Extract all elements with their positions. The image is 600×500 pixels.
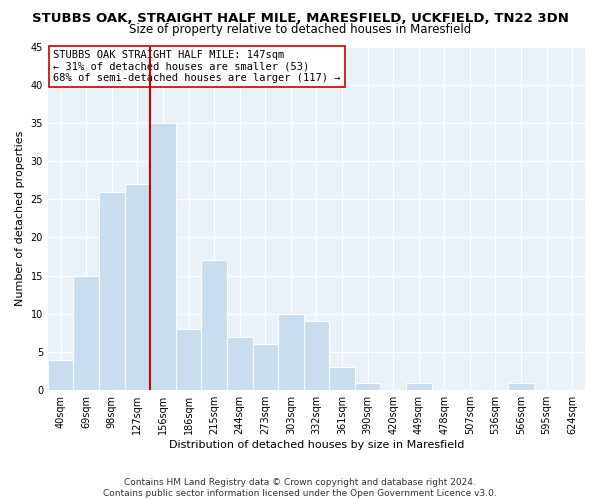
Text: STUBBS OAK STRAIGHT HALF MILE: 147sqm
← 31% of detached houses are smaller (53)
: STUBBS OAK STRAIGHT HALF MILE: 147sqm ← … [53,50,341,83]
Bar [508,382,534,390]
Bar [329,368,355,390]
Bar [48,360,73,390]
Bar [227,336,253,390]
Bar [125,184,150,390]
Bar [355,382,380,390]
Text: STUBBS OAK, STRAIGHT HALF MILE, MARESFIELD, UCKFIELD, TN22 3DN: STUBBS OAK, STRAIGHT HALF MILE, MARESFIE… [32,12,568,26]
Y-axis label: Number of detached properties: Number of detached properties [15,130,25,306]
Bar [73,276,99,390]
Text: Contains HM Land Registry data © Crown copyright and database right 2024.
Contai: Contains HM Land Registry data © Crown c… [103,478,497,498]
Bar [304,322,329,390]
Bar [406,382,431,390]
Bar [99,192,125,390]
Bar [278,314,304,390]
Text: Size of property relative to detached houses in Maresfield: Size of property relative to detached ho… [129,22,471,36]
Bar [202,260,227,390]
Bar [253,344,278,390]
Bar [176,329,202,390]
Bar [150,123,176,390]
X-axis label: Distribution of detached houses by size in Maresfield: Distribution of detached houses by size … [169,440,464,450]
